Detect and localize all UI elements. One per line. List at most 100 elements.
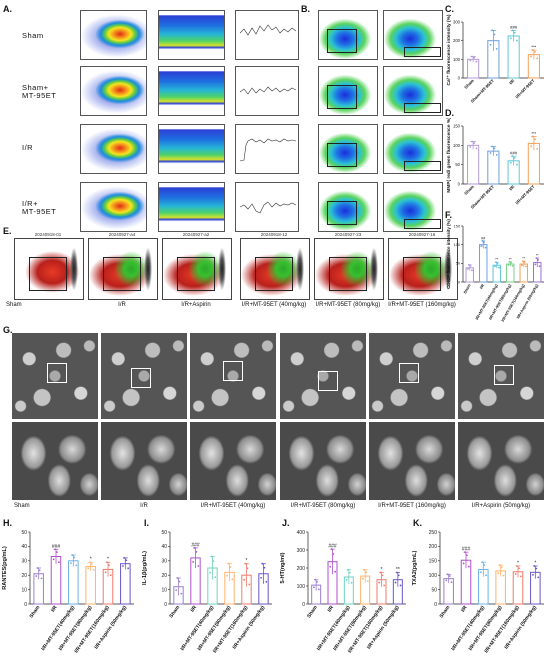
data-point xyxy=(507,264,510,266)
data-point xyxy=(518,567,520,570)
data-point xyxy=(227,562,230,565)
flow-plot xyxy=(158,182,225,232)
y-tick-label: 0 xyxy=(458,280,460,284)
x-tick-label: I/R+MT-95ET(40mg/kg) xyxy=(475,283,499,321)
data-point xyxy=(519,575,522,578)
y-tick-label: 0 xyxy=(434,602,437,608)
flow-label: I/R+MT-95ET (160mg/kg) xyxy=(388,302,456,308)
data-point xyxy=(502,574,505,577)
data-point xyxy=(535,257,538,260)
data-point xyxy=(329,565,332,568)
data-point xyxy=(533,565,536,567)
data-point xyxy=(71,554,74,556)
y-tick-label: 0 xyxy=(302,602,305,608)
bar xyxy=(85,566,96,605)
significance-label: * xyxy=(246,558,248,564)
x-tick-label: I/R+Aspirin (50mg/kg) xyxy=(232,604,267,650)
data-point xyxy=(509,161,512,164)
data-point xyxy=(483,564,486,567)
data-point xyxy=(381,574,384,577)
data-point xyxy=(54,548,56,551)
data-point xyxy=(536,57,539,60)
data-point xyxy=(495,47,498,50)
data-point xyxy=(399,584,402,587)
flow-plot xyxy=(318,182,378,232)
y-tick-label: 50 xyxy=(161,530,167,536)
data-point xyxy=(489,152,492,154)
data-point xyxy=(317,588,320,591)
chart-k: 0 50 100 150 200 250 TXA2(pg/mL) Sham ### I/R I/R+… xyxy=(412,530,544,654)
data-point xyxy=(40,577,43,580)
data-point xyxy=(491,145,494,148)
data-point xyxy=(192,561,195,563)
data-point xyxy=(197,565,200,567)
x-tick-label: I/R xyxy=(460,604,469,613)
data-point xyxy=(383,584,386,587)
cd62p-flow-plot xyxy=(88,238,158,300)
sem-image xyxy=(190,333,276,419)
x-tick-label: I/R+Aspirin (50mg/kg) xyxy=(366,604,401,650)
chart-i: 01020304050IL-1β(pg/mL)Sham###I/RI/R+MT-… xyxy=(142,530,272,654)
data-point xyxy=(495,261,497,264)
panel-label-d: D. xyxy=(445,108,454,118)
significance-label: * xyxy=(517,560,519,566)
flow-plot xyxy=(80,124,147,174)
panel-label-i: I. xyxy=(144,518,150,528)
sem-zoom-image xyxy=(12,422,98,500)
data-point xyxy=(57,561,60,564)
x-tick-label: Sham xyxy=(168,604,181,619)
data-point xyxy=(330,548,333,550)
x-tick-label: I/R xyxy=(479,283,485,289)
significance-label: * xyxy=(534,560,536,566)
significance-label: ### xyxy=(328,544,337,550)
flow-title: 20240918-01 xyxy=(34,232,62,237)
y-tick-label: 10 xyxy=(161,587,167,593)
data-point xyxy=(127,567,130,570)
y-tick-label: 0 xyxy=(458,181,461,186)
data-point xyxy=(531,135,534,138)
data-point xyxy=(481,561,484,564)
data-point xyxy=(209,571,212,574)
data-point xyxy=(70,562,72,565)
data-point xyxy=(510,261,512,264)
data-point xyxy=(122,565,124,567)
data-point xyxy=(538,265,541,268)
data-point xyxy=(379,571,382,574)
panel-label-g: G. xyxy=(3,325,13,335)
significance-label: ** xyxy=(396,567,400,573)
sem-label: I/R+MT-95ET (160mg/kg) xyxy=(378,503,446,509)
data-point xyxy=(480,245,483,248)
data-point xyxy=(195,550,198,553)
data-point xyxy=(260,576,263,579)
y-tick-label: 50 xyxy=(455,162,460,167)
data-point xyxy=(469,59,472,62)
data-point xyxy=(450,581,453,584)
data-point xyxy=(531,49,534,51)
y-tick-label: 0 xyxy=(24,602,27,608)
data-point xyxy=(38,569,41,572)
data-point xyxy=(481,240,484,242)
significance-label: *** xyxy=(531,45,536,50)
data-point xyxy=(511,155,514,158)
data-point xyxy=(394,581,397,584)
data-point xyxy=(350,581,353,584)
data-point xyxy=(516,39,518,42)
data-point xyxy=(397,574,400,577)
flow-title: 20240927-16 xyxy=(408,232,436,237)
data-point xyxy=(511,29,514,32)
data-point xyxy=(214,576,217,579)
data-point xyxy=(509,37,512,40)
flow-plot xyxy=(80,10,147,60)
data-point xyxy=(498,564,501,567)
data-point xyxy=(366,580,369,583)
data-point xyxy=(469,145,472,148)
y-tick-label: 50 xyxy=(431,587,437,593)
x-tick-label: I/R+MT-95ET xyxy=(514,184,536,206)
data-point xyxy=(483,241,485,244)
y-tick-label: 150 xyxy=(429,559,438,565)
flow-label: I/R xyxy=(118,302,126,308)
data-point xyxy=(491,29,494,32)
data-point xyxy=(445,579,448,582)
data-point xyxy=(348,571,351,574)
